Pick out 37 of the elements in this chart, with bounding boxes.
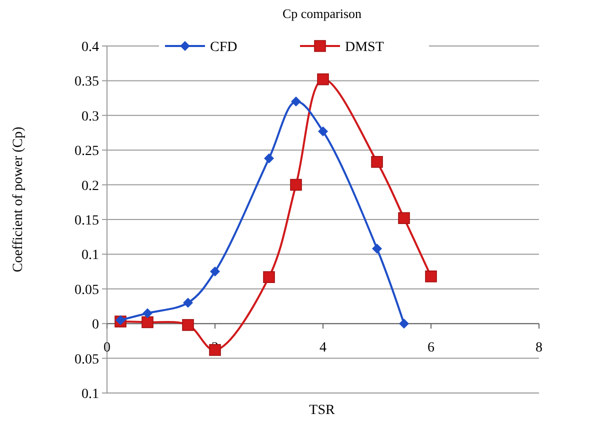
x-tick-label: 8 xyxy=(536,340,542,356)
y-tick-label: 0.05 xyxy=(74,352,99,368)
y-tick-label: 0.25 xyxy=(74,144,99,160)
y-tick-label: 0.15 xyxy=(74,214,99,228)
y-tick-label: 0.1 xyxy=(82,387,99,402)
legend-label: CFD xyxy=(210,40,238,55)
point xyxy=(210,266,220,277)
y-tick-label: 0.1 xyxy=(82,248,99,264)
y-tick-label: 0.3 xyxy=(82,109,99,124)
point xyxy=(398,212,410,224)
y-axis-title: Coefficient of power (Cp) xyxy=(11,126,26,272)
y-tick-label: 0.2 xyxy=(82,178,99,194)
point xyxy=(425,270,437,282)
point xyxy=(209,344,221,356)
point xyxy=(291,96,301,107)
chart-title: Cp comparison xyxy=(282,6,362,21)
point xyxy=(317,73,329,86)
point xyxy=(263,271,275,283)
point xyxy=(318,126,328,136)
y-tick-label: 0.35 xyxy=(74,74,99,90)
legend-label: DMST xyxy=(345,40,384,55)
y-tick-label: 0 xyxy=(92,318,99,333)
y-tick-label: 0.4 xyxy=(82,40,99,55)
point xyxy=(372,244,382,254)
point xyxy=(142,316,154,328)
point xyxy=(183,298,193,308)
point xyxy=(182,319,194,331)
y-tick-label: 0.05 xyxy=(74,282,99,298)
point xyxy=(290,178,302,191)
x-tick-label: 0 xyxy=(104,340,110,356)
x-axis-title: TSR xyxy=(309,403,336,418)
point xyxy=(264,153,274,164)
x-tick-label: 4 xyxy=(320,340,326,356)
point xyxy=(399,318,409,329)
point xyxy=(371,156,383,168)
point xyxy=(142,308,152,318)
x-tick-label: 6 xyxy=(428,340,434,356)
